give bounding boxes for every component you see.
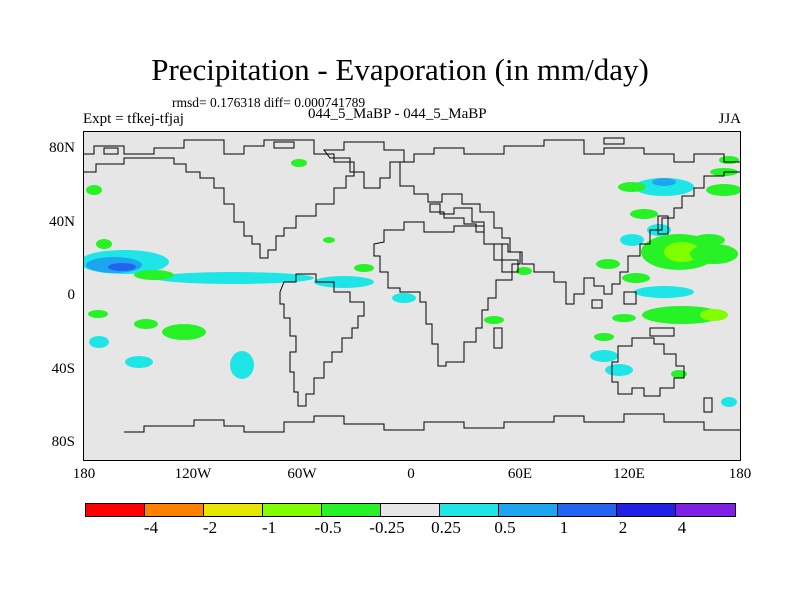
colorbar-segment bbox=[322, 504, 381, 516]
y-tick-label: 40S bbox=[51, 361, 75, 377]
outline-south-america bbox=[279, 273, 365, 407]
patch-green bbox=[134, 270, 174, 280]
continent-outlines bbox=[84, 137, 740, 433]
patch-lightgreen bbox=[700, 309, 728, 321]
patch-green bbox=[706, 184, 740, 196]
y-tick-label: 80N bbox=[49, 140, 75, 156]
stats-line: rmsd= 0.176318 diff= 0.000741789 bbox=[172, 95, 366, 110]
patch-green bbox=[516, 267, 532, 275]
patch-green bbox=[630, 209, 658, 219]
patch-green bbox=[291, 159, 307, 167]
outline-antarctica bbox=[124, 413, 740, 433]
colorbar-segment bbox=[145, 504, 204, 516]
patch-green bbox=[484, 316, 504, 324]
outline-eurasia bbox=[399, 139, 740, 172]
patch-cyan bbox=[590, 350, 618, 362]
outline-japan bbox=[657, 215, 669, 235]
colorbar-label: 0.25 bbox=[431, 518, 461, 537]
colorbar-segment bbox=[558, 504, 617, 516]
outline-new-zealand bbox=[703, 397, 713, 413]
colorbar-label: -0.5 bbox=[314, 518, 342, 537]
outline-arabia bbox=[493, 243, 521, 273]
patch-cyan bbox=[154, 272, 314, 284]
colorbar-label: -1 bbox=[261, 518, 277, 537]
patch-green bbox=[88, 310, 108, 318]
colorbar-label: -4 bbox=[143, 518, 159, 537]
x-tick-label: 60W bbox=[287, 466, 317, 482]
x-tick-label: 180 bbox=[72, 466, 96, 482]
patch-green bbox=[690, 244, 738, 264]
colorbar-segment bbox=[204, 504, 263, 516]
patch-cyan bbox=[605, 364, 633, 376]
chart-title: Precipitation - Evaporation (in mm/day) bbox=[151, 52, 649, 87]
colorbar-label: -2 bbox=[202, 518, 218, 537]
outline-se-asia bbox=[591, 299, 603, 309]
colorbar-label: 1 bbox=[559, 518, 569, 537]
patch-cyan bbox=[634, 178, 694, 196]
y-tick-label: 80S bbox=[51, 434, 75, 450]
colorbar-segment bbox=[440, 504, 499, 516]
patch-green bbox=[612, 314, 636, 322]
patch-cyan bbox=[721, 397, 737, 407]
outline-borneo bbox=[623, 291, 637, 305]
colorbar-segment bbox=[676, 504, 735, 516]
patch-green bbox=[618, 182, 646, 192]
outline-africa bbox=[373, 221, 519, 367]
outline-madagascar bbox=[493, 327, 503, 349]
colorbar-label: -0.25 bbox=[369, 518, 405, 537]
outline-australia bbox=[611, 337, 685, 397]
patch-green bbox=[622, 273, 650, 283]
outline-asia-east bbox=[399, 171, 740, 305]
patch-green bbox=[594, 333, 614, 341]
patch-cyan bbox=[634, 286, 694, 298]
x-tick-label: 120W bbox=[174, 466, 212, 482]
patch-green bbox=[354, 264, 374, 272]
outline-arctic-islands bbox=[103, 137, 625, 155]
patch-green bbox=[323, 237, 335, 243]
patch-cyan bbox=[620, 234, 644, 246]
patch-green bbox=[693, 234, 725, 246]
patch-cyan bbox=[125, 356, 153, 368]
patch-darkblue bbox=[108, 263, 136, 271]
patch-green bbox=[162, 324, 206, 340]
anomaly-patches bbox=[84, 156, 740, 407]
patch-green bbox=[671, 370, 687, 378]
colorbar-segment bbox=[499, 504, 558, 516]
y-tick-label: 0 bbox=[67, 287, 76, 303]
colorbar-segment bbox=[617, 504, 676, 516]
patch-green bbox=[86, 185, 102, 195]
colorbar-segment bbox=[381, 504, 440, 516]
outline-north-america bbox=[84, 139, 355, 259]
colorbar-label: 2 bbox=[618, 518, 628, 537]
outline-new-guinea bbox=[649, 327, 675, 337]
season-label: JJA bbox=[718, 111, 741, 127]
patch-cyan bbox=[89, 336, 109, 348]
map-panel bbox=[83, 131, 741, 461]
x-tick-label: 180 bbox=[728, 466, 752, 482]
colorbar-segment bbox=[86, 504, 145, 516]
map-canvas bbox=[84, 137, 740, 433]
y-tick-label: 40N bbox=[49, 214, 75, 230]
patch-green bbox=[642, 306, 722, 324]
patch-lightgreen bbox=[664, 242, 700, 262]
patch-green bbox=[96, 239, 112, 249]
colorbar-segment bbox=[263, 504, 322, 516]
subtitle: 044_5_MaBP - 044_5_MaBP bbox=[308, 106, 487, 122]
x-tick-label: 120E bbox=[613, 466, 645, 482]
outline-europe-inner bbox=[429, 203, 485, 233]
outline-greenland bbox=[323, 141, 405, 189]
x-tick-label: 60E bbox=[507, 466, 533, 482]
patch-green bbox=[719, 156, 739, 164]
patch-green bbox=[134, 319, 158, 329]
patch-green bbox=[596, 259, 620, 269]
patch-blue bbox=[652, 178, 676, 186]
x-tick-label: 0 bbox=[407, 466, 415, 482]
colorbar-label: 4 bbox=[677, 518, 687, 537]
colorbar bbox=[85, 503, 736, 517]
patch-cyan bbox=[392, 293, 416, 303]
experiment-label: Expt = tfkej-tfjaj bbox=[83, 111, 184, 127]
patch-cyan bbox=[230, 351, 254, 379]
patch-cyan bbox=[314, 276, 374, 288]
colorbar-label: 0.5 bbox=[494, 518, 516, 537]
